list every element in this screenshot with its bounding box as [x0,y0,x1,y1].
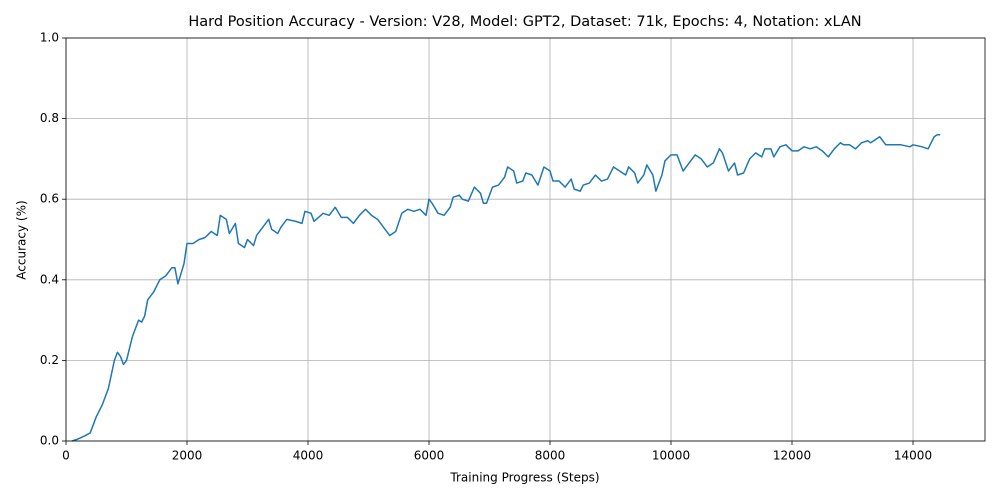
chart-title: Hard Position Accuracy - Version: V28, M… [188,14,861,30]
plot-area: 0 2000 4000 6000 8000 10000 12000 14000 0.0 0.2 0.… [40,31,986,463]
x-tick-label: 0 [62,449,70,463]
x-tick-label: 2000 [172,449,203,463]
y-tick-label: 0.8 [40,111,59,125]
x-tick-label: 10000 [652,449,690,463]
y-tick-label: 1.0 [40,31,59,45]
y-tick-label: 0.6 [40,192,59,206]
x-axis-label: Training Progress (Steps) [449,471,599,485]
x-tick-label: 14000 [894,449,932,463]
plot-frame [65,37,986,442]
y-axis-label: Accuracy (%) [15,200,29,279]
y-tick-label: 0.2 [40,353,59,367]
y-tick-label: 0.0 [40,434,59,448]
x-tick-label: 6000 [414,449,445,463]
line-series [71,133,941,442]
y-tick-label: 0.4 [40,272,59,286]
x-tick-label: 12000 [773,449,811,463]
x-tick-label: 8000 [535,449,566,463]
x-tick-label: 4000 [293,449,324,463]
